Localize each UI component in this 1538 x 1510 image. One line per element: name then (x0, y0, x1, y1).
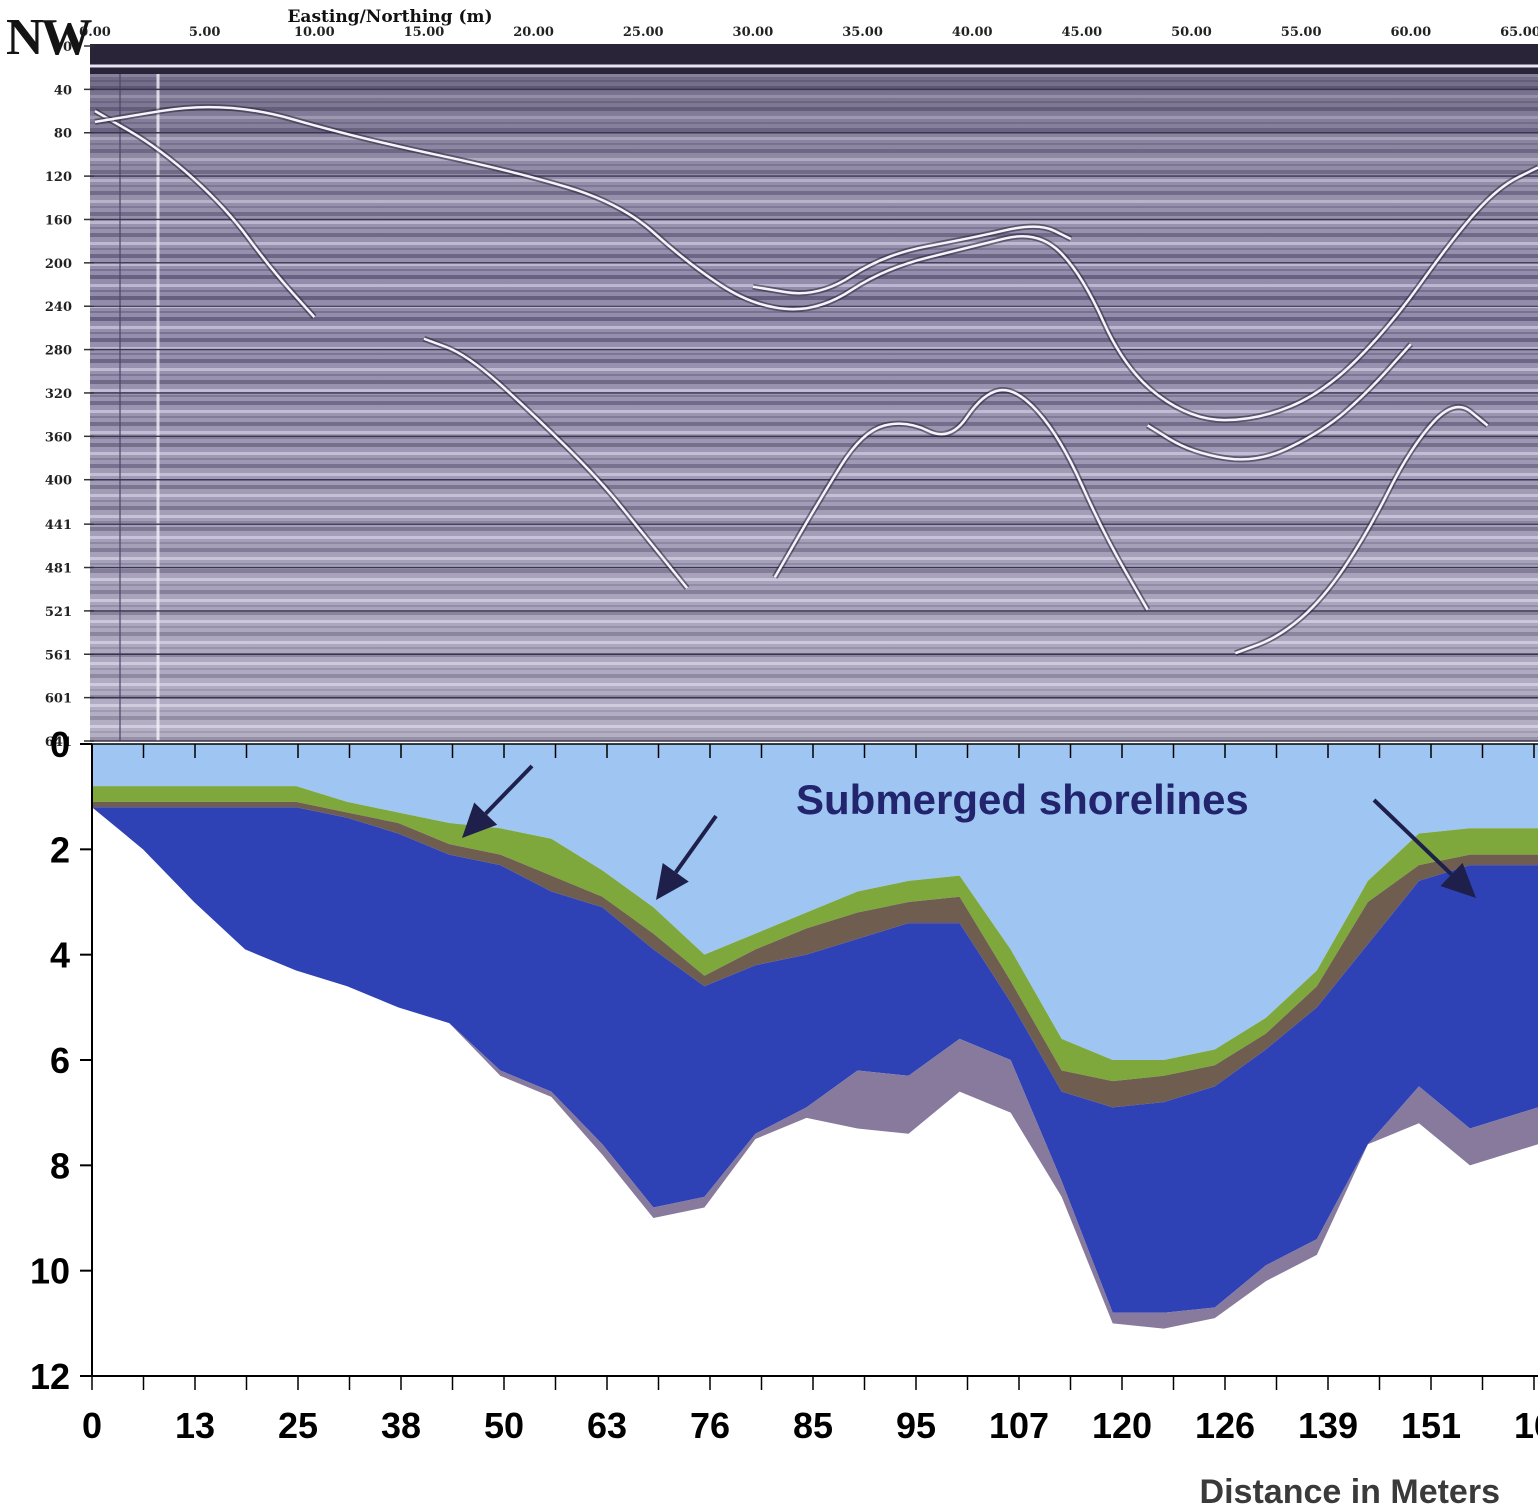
gpr-y-tick-label: 80 (54, 127, 72, 142)
shoreline-arrow-head (656, 863, 689, 900)
shoreline-arrows (462, 764, 1476, 900)
gpr-x-axis-label: Easting/Northing (m) (287, 7, 492, 27)
gpr-top-band (90, 44, 1538, 74)
gpr-x-tick-label: 5.00 (189, 25, 221, 40)
profile-x-tick-label: 107 (989, 1405, 1049, 1446)
gpr-reflector (94, 105, 1538, 422)
gpr-reflector (752, 225, 1072, 295)
profile-y-tick-label: 10 (30, 1251, 70, 1292)
gpr-y-tick-label: 40 (54, 83, 72, 98)
profile-x-tick-label: 139 (1298, 1405, 1358, 1446)
profile-y-tick-label: 2 (50, 829, 70, 870)
shoreline-arrow-head (1440, 862, 1476, 898)
profile-layers (92, 744, 1538, 1329)
gpr-y-tick-label: 160 (45, 213, 72, 228)
nw-corner-label: NW (6, 9, 93, 66)
gpr-reflector (94, 109, 316, 318)
gpr-reflector (773, 388, 1149, 611)
gpr-y-tick-label: 601 (45, 692, 72, 707)
gpr-y-tick-label: 400 (45, 474, 72, 489)
gpr-x-tick-label: 50.00 (1171, 25, 1212, 40)
gpr-x-tick-label: 40.00 (952, 25, 993, 40)
profile-x-tick-label: 85 (793, 1405, 833, 1446)
gpr-x-tick-label: 0.00 (79, 25, 111, 40)
profile-x-tick-label: 16 (1514, 1405, 1538, 1446)
gpr-x-tick-label: 20.00 (513, 25, 554, 40)
gpr-y-tick-label: 0 (63, 40, 72, 55)
gpr-y-tick-label: 200 (45, 257, 72, 272)
gpr-y-tick-label: 481 (45, 562, 72, 577)
profile-y-tick-label: 8 (50, 1145, 70, 1186)
gpr-reflectors (93, 104, 1538, 656)
gpr-x-ticks: 0.00 5.00 10.00 15.00 20.00 25.00 30.00 35.00 40… (79, 25, 1538, 40)
gpr-y-tick-label: 280 (45, 344, 72, 359)
profile-x-tick-label: 0 (82, 1405, 102, 1446)
blue-layer (92, 807, 1538, 1313)
profile-x-tick-label: 151 (1401, 1405, 1461, 1446)
water-layer (92, 744, 1538, 1060)
profile-x-tick-label: 120 (1092, 1405, 1152, 1446)
profile-y-tick-label: 12 (30, 1356, 70, 1397)
gpr-reflector (423, 337, 689, 589)
shoreline-arrow-shaft (674, 814, 718, 874)
shoreline-arrow-shaft (484, 764, 534, 816)
gpr-x-tick-label: 45.00 (1061, 25, 1102, 40)
profile-x-tick-label: 25 (278, 1405, 318, 1446)
profile-y-tick-label: 4 (50, 935, 70, 976)
gpr-y-tick-label: 521 (45, 605, 72, 620)
shoreline-arrow-shaft (1372, 798, 1453, 876)
gpr-x-tick-label: 55.00 (1281, 25, 1322, 40)
gpr-x-tick-label: 10.00 (294, 25, 335, 40)
gpr-y-tick-label: 320 (45, 387, 72, 402)
profile-x-tick-label: 76 (690, 1405, 730, 1446)
gpr-y-tick-label: 441 (45, 518, 72, 533)
profile-x-tick-label: 50 (484, 1405, 524, 1446)
gpr-reflector (1146, 343, 1412, 461)
gpr-panel: 0.00 5.00 10.00 15.00 20.00 25.00 30.00 35.00 40… (6, 7, 1538, 750)
profile-y-tick-label: 0 (50, 724, 70, 765)
gpr-y-tick-label: 240 (45, 300, 72, 315)
gpr-y-tick-label: 120 (45, 170, 72, 185)
profile-x-tick-label: 38 (381, 1405, 421, 1446)
profile-x-tick-label: 126 (1195, 1405, 1255, 1446)
gpr-x-tick-label: 35.00 (842, 25, 883, 40)
gpr-reflector (1234, 405, 1489, 655)
profile-x-tick-label: 13 (175, 1405, 215, 1446)
gpr-y-tick-label: 360 (45, 430, 72, 445)
gpr-x-tick-label: 15.00 (404, 25, 445, 40)
shoreline-arrow-head (462, 802, 498, 838)
gpr-x-tick-label: 30.00 (733, 25, 774, 40)
gpr-y-tick-label: 641 (45, 735, 72, 750)
profile-y-tick-label: 6 (50, 1040, 70, 1081)
gpr-x-tick-label: 60.00 (1390, 25, 1431, 40)
gpr-y-tick-label: 561 (45, 648, 72, 663)
gpr-x-tick-label: 25.00 (623, 25, 664, 40)
profile-x-tick-label: 95 (896, 1405, 936, 1446)
gpr-y-ticks: 0 40 80 120 160 200 240 280 320 360 400 441 481 521 56… (45, 40, 94, 750)
profile-x-tick-label: 63 (587, 1405, 627, 1446)
profile-x-axis-label: Distance in Meters (1200, 1473, 1500, 1510)
shoreline-annotation: Submerged shorelines (796, 776, 1249, 823)
gpr-x-tick-label: 65.00 (1500, 25, 1538, 40)
